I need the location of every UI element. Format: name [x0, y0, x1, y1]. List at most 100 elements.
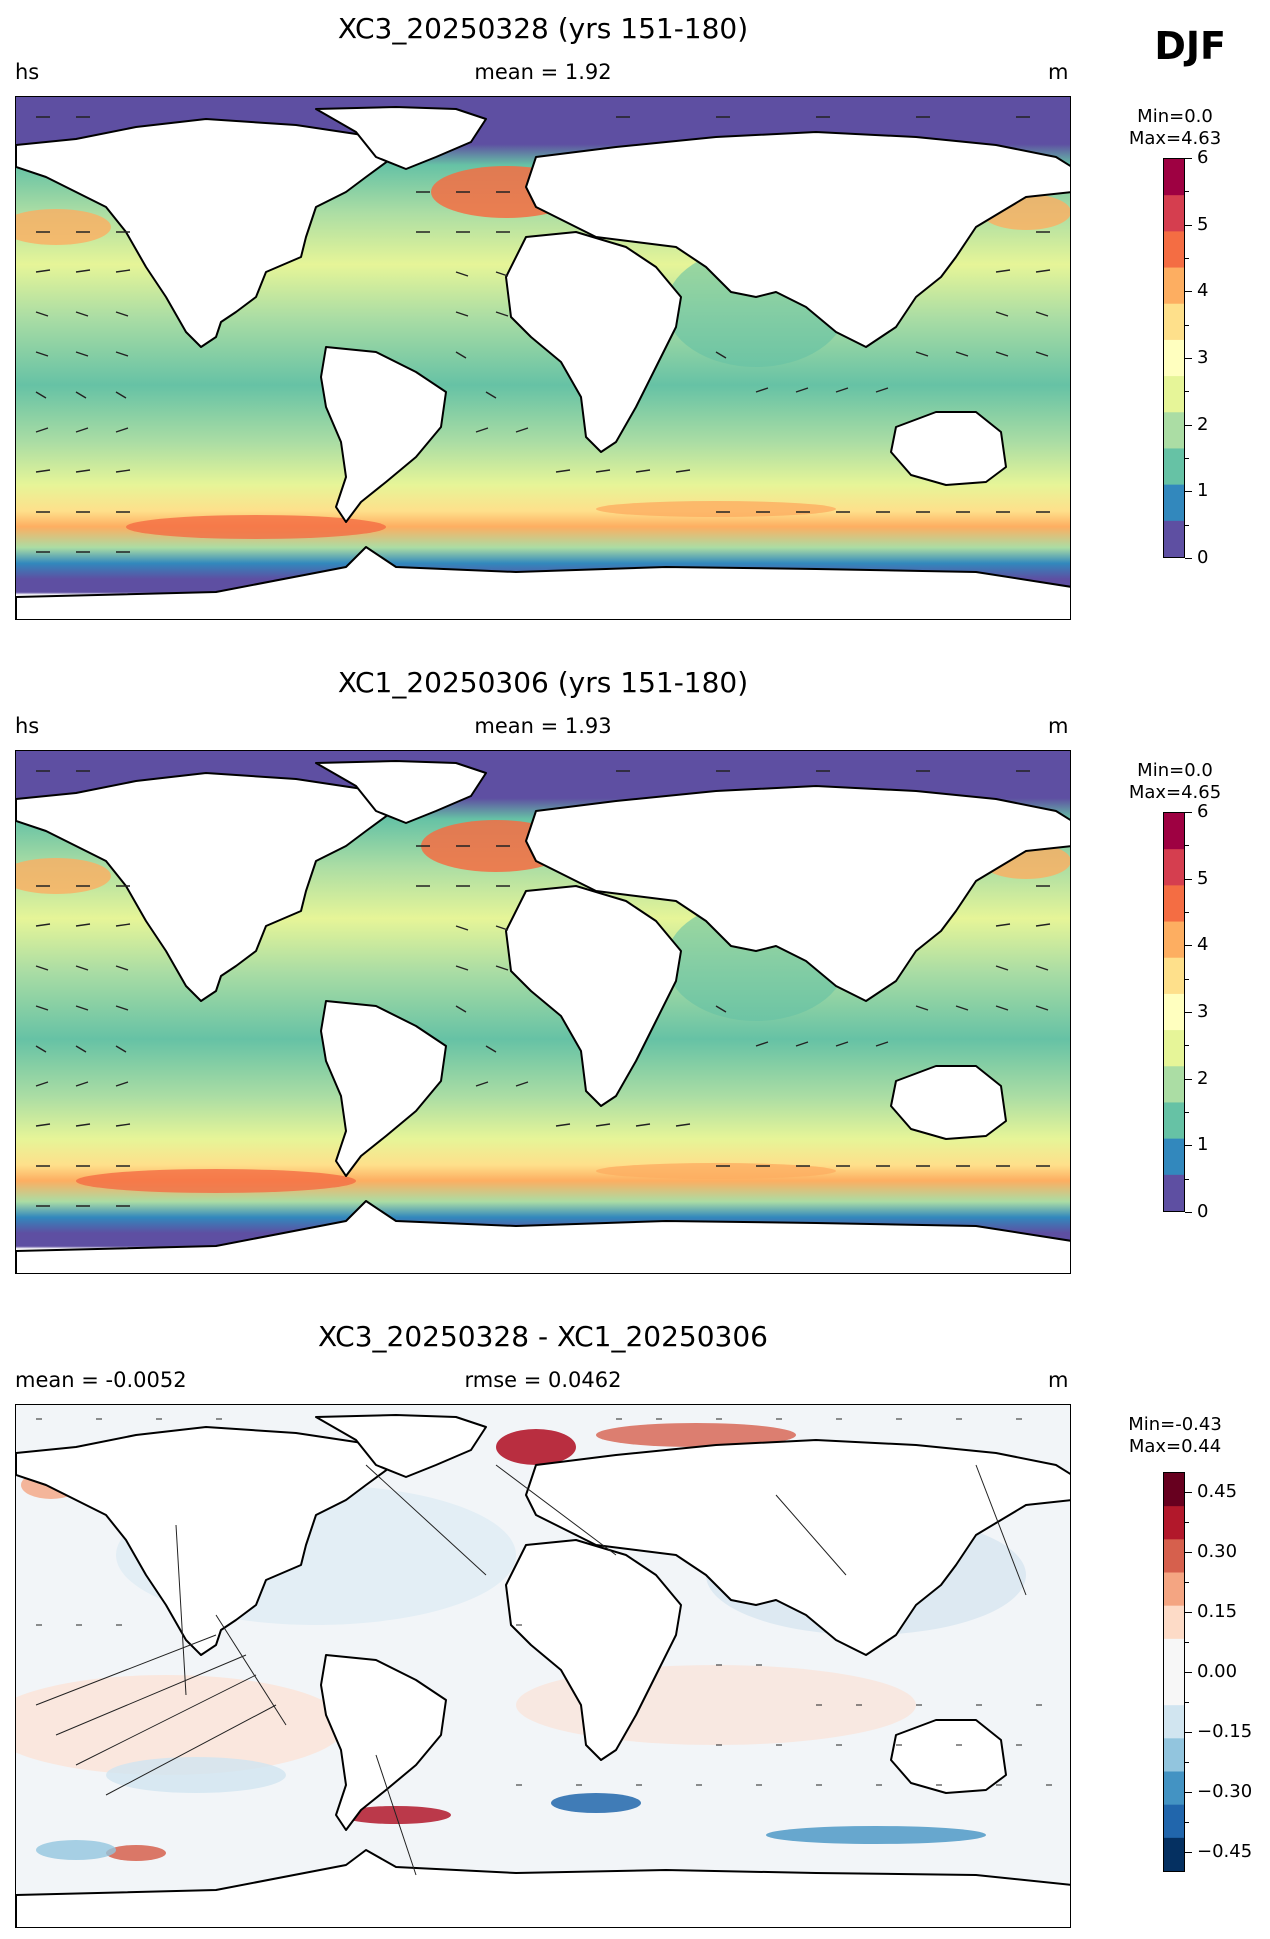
colorbar-band	[1164, 849, 1184, 886]
colorbar-tick-label: −0.30	[1197, 1781, 1253, 1802]
panel-1-min-label: Min=0.0	[1137, 106, 1213, 127]
colorbar-tick	[1185, 1012, 1192, 1013]
panel-1-colorbar	[1163, 158, 1185, 558]
colorbar-band	[1164, 1738, 1184, 1772]
panel-3-max-label: Max=0.44	[1128, 1436, 1222, 1457]
colorbar-tick	[1185, 945, 1192, 947]
colorbar-tick	[1185, 812, 1192, 813]
panel-2-min-label: Min=0.0	[1137, 760, 1213, 781]
colorbar-minor-tick	[1185, 845, 1189, 847]
colorbar-minor-tick	[1185, 1112, 1189, 1113]
colorbar-band	[1164, 448, 1184, 486]
colorbar-minor-tick	[1185, 524, 1189, 526]
colorbar-minor-tick	[1185, 391, 1189, 393]
colorbar-band	[1164, 1672, 1184, 1706]
panel-2-mean-label: mean = 1.93	[474, 714, 612, 738]
colorbar-tick-label: 1	[1197, 1134, 1209, 1156]
colorbar-tick-label: 4	[1197, 934, 1209, 956]
colorbar-band	[1164, 303, 1184, 341]
colorbar-tick-label: 0.30	[1197, 1541, 1238, 1562]
colorbar-tick-label: 0.45	[1197, 1481, 1238, 1502]
panel-1-colorbar-svg	[1164, 159, 1184, 558]
panel-2-colorbar-svg	[1164, 813, 1184, 1212]
colorbar-minor-tick	[1185, 912, 1189, 913]
colorbar-tick-label: 3	[1197, 347, 1209, 368]
colorbar-tick	[1185, 1852, 1192, 1853]
colorbar-tick-label: 5	[1197, 867, 1209, 889]
colorbar-tick	[1185, 491, 1192, 493]
colorbar-minor-tick	[1185, 458, 1189, 459]
colorbar-minor-tick	[1185, 1762, 1189, 1763]
colorbar-tick	[1185, 878, 1192, 880]
colorbar-tick	[1185, 558, 1192, 559]
colorbar-band	[1164, 1102, 1184, 1140]
colorbar-tick	[1185, 1212, 1192, 1213]
colorbar-tick	[1185, 1672, 1192, 1673]
panel-1-variable-label: hs	[15, 60, 40, 84]
panel-2-unit-label: m	[1048, 714, 1069, 738]
colorbar-tick	[1185, 358, 1192, 359]
colorbar-band	[1164, 921, 1184, 959]
colorbar-band	[1164, 1473, 1184, 1507]
panel-1-title: XC3_20250328 (yrs 151-180)	[337, 12, 749, 45]
panel-1-map-svg	[16, 97, 1070, 619]
panel-3-wave-direction-arrows	[35, 1418, 1052, 1876]
colorbar-band	[1164, 1837, 1184, 1872]
panel-3-colorbar	[1163, 1472, 1185, 1872]
panel-3-title: XC3_20250328 - XC1_20250306	[318, 1320, 768, 1353]
colorbar-band	[1164, 1804, 1184, 1839]
colorbar-band	[1164, 1605, 1184, 1640]
panel-1-unit-label: m	[1048, 60, 1069, 84]
colorbar-minor-tick	[1185, 324, 1189, 326]
colorbar-tick	[1185, 224, 1192, 226]
colorbar-tick-label: 3	[1197, 1001, 1209, 1022]
colorbar-tick-label: 6	[1197, 801, 1209, 822]
colorbar-band	[1164, 412, 1184, 449]
colorbar-band	[1164, 1066, 1184, 1103]
colorbar-tick-label: 6	[1197, 147, 1209, 168]
colorbar-tick	[1185, 1612, 1192, 1613]
panel-2-title: XC1_20250306 (yrs 151-180)	[337, 666, 749, 699]
colorbar-minor-tick	[1185, 1045, 1189, 1047]
panel-2-map-svg	[16, 751, 1070, 1273]
colorbar-tick	[1185, 1552, 1192, 1553]
colorbar-band	[1164, 957, 1184, 995]
colorbar-tick-label: 4	[1197, 280, 1209, 302]
colorbar-band	[1164, 339, 1184, 377]
panel-2-colorbar	[1163, 812, 1185, 1212]
colorbar-band	[1164, 1771, 1184, 1806]
colorbar-minor-tick	[1185, 258, 1189, 259]
colorbar-minor-tick	[1185, 1822, 1189, 1823]
colorbar-minor-tick	[1185, 1702, 1189, 1703]
colorbar-tick-label: 5	[1197, 213, 1209, 235]
colorbar-tick	[1185, 1732, 1192, 1733]
panel-2-map	[15, 750, 1071, 1274]
colorbar-band	[1164, 1572, 1184, 1607]
panel-1-mean-label: mean = 1.92	[474, 60, 612, 84]
colorbar-tick	[1185, 424, 1192, 426]
panel-3-mean-label: mean = -0.0052	[15, 1368, 187, 1392]
colorbar-band	[1164, 195, 1184, 232]
colorbar-minor-tick	[1185, 191, 1189, 193]
panel-3-map-svg	[16, 1405, 1070, 1927]
colorbar-band	[1164, 1705, 1184, 1739]
colorbar-band	[1164, 1638, 1184, 1673]
panel-3-min-label: Min=-0.43	[1128, 1414, 1222, 1435]
colorbar-band	[1164, 1174, 1184, 1212]
panel-1-max-label: Max=4.63	[1128, 128, 1222, 149]
colorbar-band	[1164, 1030, 1184, 1067]
panel-1-wave-direction-arrows	[35, 116, 1051, 553]
colorbar-tick-label: 1	[1197, 480, 1209, 502]
colorbar-tick-label: 0.00	[1197, 1661, 1238, 1682]
panel-3-colorbar-svg	[1164, 1473, 1184, 1872]
colorbar-tick	[1185, 158, 1192, 159]
colorbar-tick-label: 0	[1197, 1201, 1209, 1222]
colorbar-band	[1164, 885, 1184, 923]
colorbar-tick	[1185, 1145, 1192, 1147]
colorbar-tick-label: −0.45	[1197, 1841, 1253, 1862]
colorbar-minor-tick	[1185, 1522, 1189, 1523]
colorbar-tick	[1185, 291, 1192, 293]
colorbar-band	[1164, 1138, 1184, 1176]
colorbar-tick	[1185, 1792, 1192, 1793]
colorbar-tick	[1185, 1492, 1192, 1493]
